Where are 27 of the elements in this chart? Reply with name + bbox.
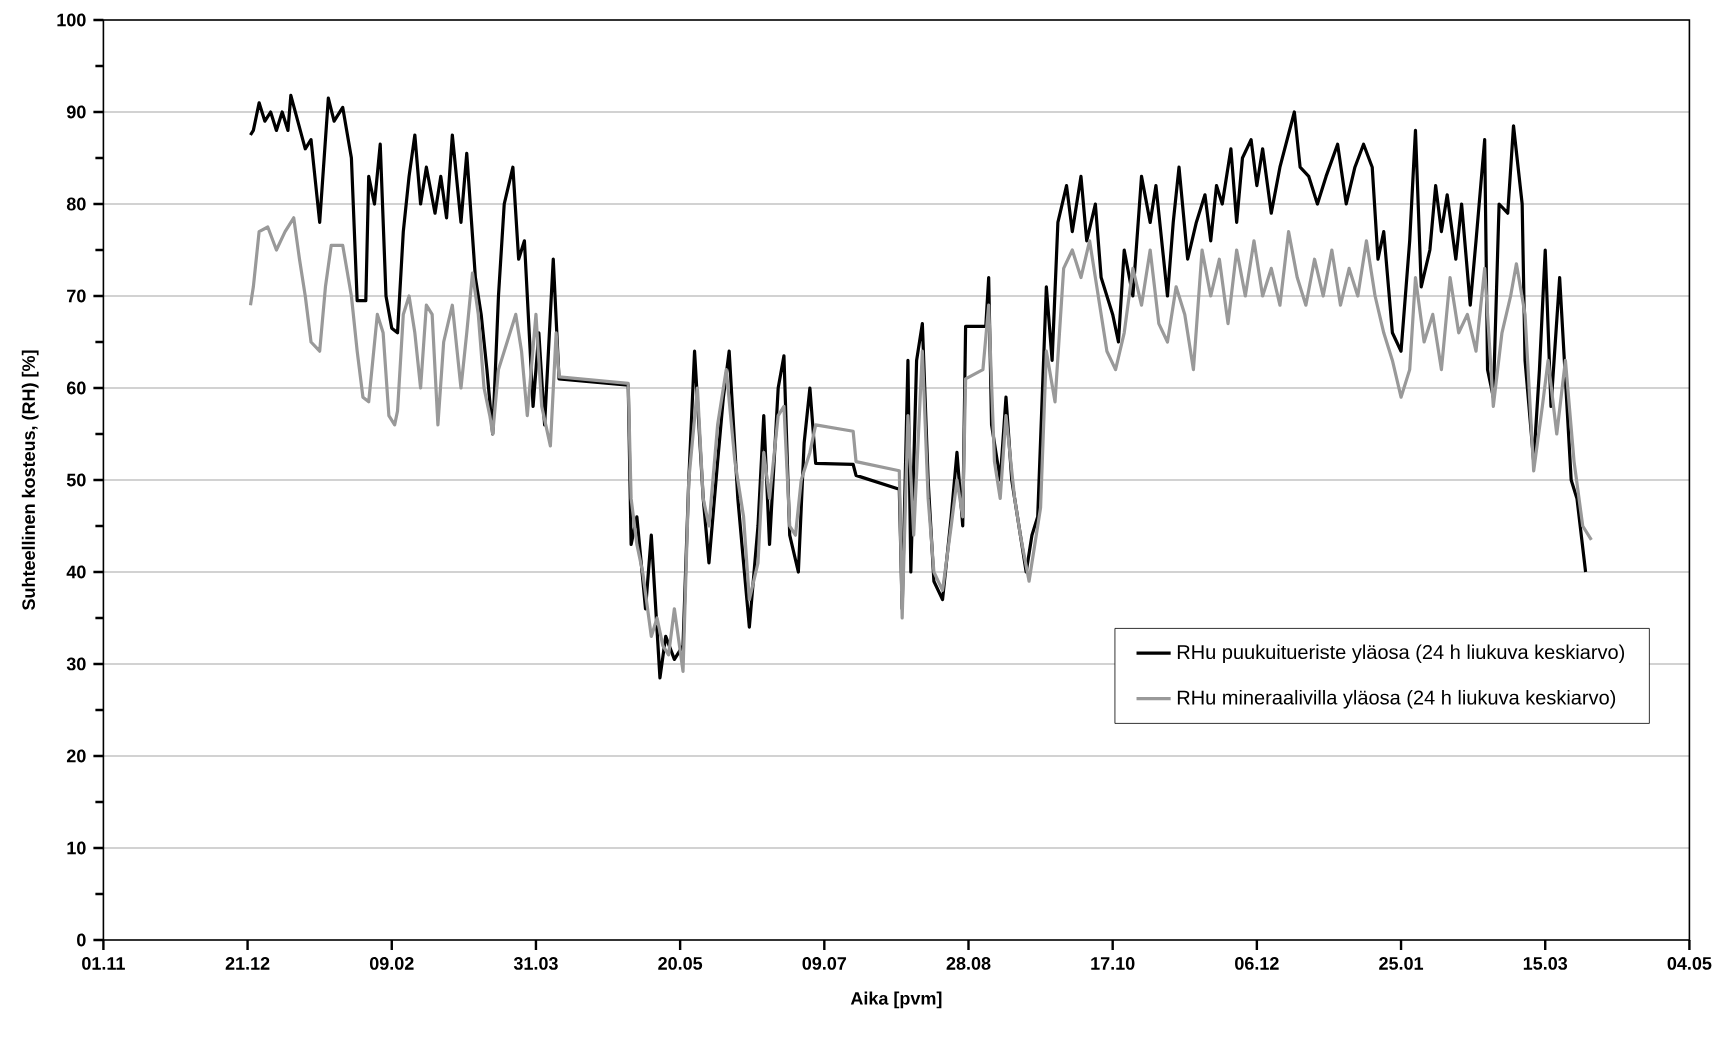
x-tick-label: 04.05 xyxy=(1667,957,1712,970)
y-tick-label: 70 xyxy=(67,289,86,303)
legend-label: RHu puukuitueriste yläosa (24 h liukuva keskiarvo) xyxy=(1177,644,1625,664)
y-tick-label: 90 xyxy=(66,105,86,119)
x-tick-label: 01.11 xyxy=(82,957,125,970)
x-tick-label: 15.03 xyxy=(1523,957,1568,970)
x-tick-label: 09.02 xyxy=(369,957,414,970)
y-tick-label: 40 xyxy=(66,565,86,579)
y-tick-label: 0 xyxy=(77,933,86,947)
y-tick-label: 10 xyxy=(67,841,86,855)
x-tick-label: 20.05 xyxy=(658,957,703,970)
x-tick-label: 31.03 xyxy=(513,957,558,970)
y-tick-label: 60 xyxy=(66,381,86,395)
x-tick-label: 25.01 xyxy=(1379,957,1424,970)
x-tick-label: 06.12 xyxy=(1235,957,1279,970)
legend-label: RHu mineraalivilla yläosa (24 h liukuva keskiarvo) xyxy=(1177,689,1616,709)
y-tick-label: 20 xyxy=(66,749,86,763)
y-tick-label: 50 xyxy=(66,473,86,487)
y-axis-title: Suhteellinen kosteus, (RH) [%] xyxy=(21,350,39,610)
x-tick-label: 28.08 xyxy=(946,957,991,970)
x-tick-label: 21.12 xyxy=(225,957,270,970)
y-tick-label: 100 xyxy=(57,13,86,27)
x-axis-title: Aika [pvm] xyxy=(850,991,942,1009)
y-tick-label: 30 xyxy=(66,657,86,671)
x-tick-label: 09.07 xyxy=(802,957,847,970)
y-tick-label: 80 xyxy=(66,197,86,211)
x-tick-label: 17.10 xyxy=(1091,957,1135,970)
